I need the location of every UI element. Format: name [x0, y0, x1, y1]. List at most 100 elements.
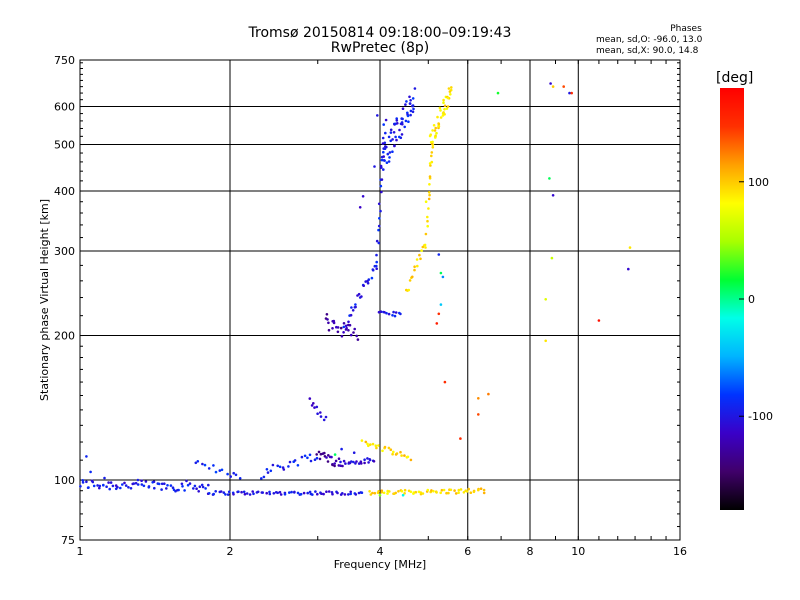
echo-point: [344, 462, 347, 465]
echo-point: [347, 329, 350, 332]
echo-point: [391, 150, 394, 153]
echo-point: [171, 486, 175, 490]
echo-point: [394, 491, 398, 495]
echo-point: [465, 490, 469, 493]
echo-point: [368, 458, 372, 462]
echo-point: [306, 456, 309, 460]
echo-point: [157, 482, 161, 486]
echo-point: [248, 493, 252, 496]
echo-point: [325, 313, 329, 316]
echo-point: [372, 460, 376, 463]
echo-point: [430, 489, 433, 492]
echo-point: [380, 158, 384, 162]
echo-point: [437, 312, 441, 316]
echo-point: [226, 493, 230, 496]
echo-point: [144, 480, 148, 483]
echo-point: [245, 492, 249, 495]
echo-point: [306, 491, 310, 495]
echo-point: [129, 487, 133, 490]
echo-point: [387, 135, 391, 139]
echo-point: [414, 490, 418, 494]
echo-point: [449, 93, 452, 96]
echo-point: [411, 275, 414, 279]
echo-point: [394, 311, 398, 314]
echo-point: [207, 483, 210, 487]
echo-point: [360, 439, 364, 442]
echo-point: [98, 486, 101, 490]
echo-point: [196, 460, 200, 463]
echo-point: [192, 487, 195, 490]
echo-point: [544, 298, 547, 301]
echo-point: [185, 479, 188, 483]
echo-point: [400, 454, 403, 457]
echo-point: [337, 457, 341, 461]
echo-point: [336, 326, 340, 329]
echo-point: [309, 459, 313, 463]
echo-point: [375, 260, 379, 264]
echo-point: [222, 491, 226, 494]
echo-point: [363, 458, 366, 462]
echo-point: [152, 480, 156, 484]
echo-point: [487, 392, 490, 396]
echo-point: [265, 491, 269, 495]
echo-point: [160, 488, 163, 491]
echo-point: [409, 99, 412, 102]
colorbar-unit-label: [deg]: [716, 70, 754, 86]
echo-point: [397, 490, 400, 493]
echo-point: [183, 489, 186, 492]
echo-point: [403, 125, 407, 129]
echo-point: [232, 493, 235, 496]
echo-point: [315, 405, 319, 409]
echo-point: [282, 468, 286, 471]
echo-point: [436, 115, 439, 119]
echo-point: [369, 443, 372, 446]
echo-point: [350, 460, 353, 463]
echo-point: [550, 256, 554, 260]
echo-point: [132, 482, 136, 485]
echo-point: [411, 110, 415, 114]
echo-point: [472, 490, 476, 494]
echo-point: [549, 82, 552, 85]
echo-point: [457, 491, 460, 495]
echo-point: [195, 487, 198, 491]
x-axis-label: Frequency [MHz]: [334, 558, 426, 571]
echo-point: [103, 476, 106, 480]
echo-point: [85, 480, 88, 484]
echo-point: [107, 481, 110, 484]
echo-point: [186, 483, 190, 487]
echo-point: [408, 102, 412, 105]
echo-point: [403, 488, 407, 492]
echo-point: [551, 194, 555, 197]
echo-point: [424, 246, 427, 249]
colorbar-tick-label: 100: [748, 176, 769, 189]
echo-point: [229, 475, 232, 478]
echo-point: [400, 121, 404, 124]
echo-point: [427, 207, 430, 210]
echo-point: [377, 202, 381, 206]
echo-point: [477, 413, 480, 416]
colorbar-tick-label: -100: [748, 410, 773, 423]
echo-point: [392, 450, 395, 454]
echo-point: [375, 267, 379, 271]
echo-point: [201, 485, 205, 489]
echo-point: [445, 491, 448, 495]
echo-point: [352, 460, 355, 464]
echo-point: [378, 493, 382, 497]
echo-point: [386, 152, 390, 156]
echo-point: [388, 156, 391, 159]
echo-point: [426, 219, 429, 223]
echo-point: [382, 150, 385, 154]
echo-point: [325, 490, 328, 494]
echo-point: [431, 146, 435, 149]
echo-point: [279, 493, 283, 496]
echo-point: [108, 487, 111, 491]
echo-point: [134, 481, 138, 485]
echo-point: [399, 312, 402, 316]
echo-point: [627, 267, 630, 271]
echo-point: [177, 488, 180, 492]
echo-point: [393, 144, 396, 148]
echo-point: [364, 440, 368, 444]
echo-point: [368, 490, 371, 493]
y-tick-label: 75: [61, 534, 75, 547]
